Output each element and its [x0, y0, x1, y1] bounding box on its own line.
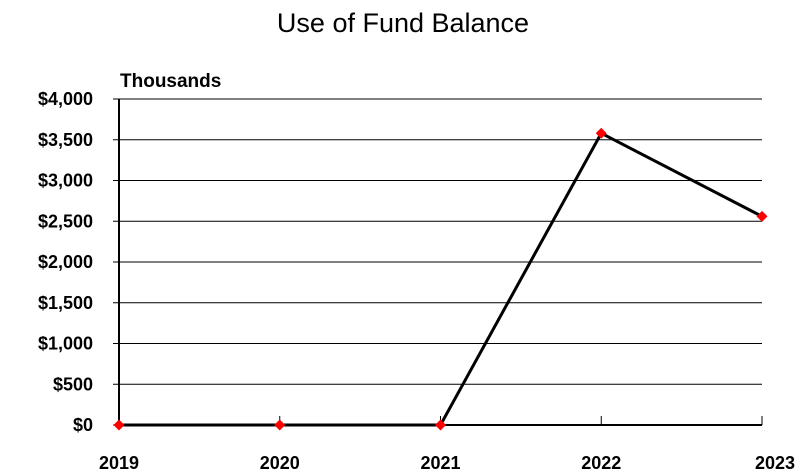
x-tick-label: 2022	[581, 453, 621, 473]
y-tick-label: $0	[73, 415, 93, 435]
data-point	[274, 419, 286, 431]
series-line	[119, 131, 763, 427]
units-label: Thousands	[120, 71, 221, 92]
y-tick-label: $500	[53, 374, 93, 394]
gridlines	[119, 98, 762, 385]
x-tick-label: 2019	[99, 453, 139, 473]
data-point	[113, 419, 125, 431]
y-axis-tick-labels: $0 $500 $1,000 $1,500 $2,000 $2,500 $3,000 $3,5…	[38, 89, 93, 435]
data-point	[595, 127, 607, 139]
y-tick-label: $1,500	[38, 293, 93, 313]
y-tick-label: $3,500	[38, 130, 93, 150]
chart-title: Use of Fund Balance	[277, 8, 529, 38]
x-tick-label: 2020	[260, 453, 300, 473]
x-axis-tick-labels: 2019 2020 2021 2022 2023	[99, 453, 795, 473]
x-tick-label: 2021	[420, 453, 460, 473]
y-tick-label: $1,000	[38, 334, 93, 354]
data-point	[756, 210, 768, 222]
y-tick-label: $4,000	[38, 89, 93, 109]
series-group	[113, 127, 768, 431]
y-tick-label: $2,000	[38, 252, 93, 272]
x-tick-label: 2023	[755, 453, 795, 473]
y-tick-label: $3,000	[38, 171, 93, 191]
data-point	[435, 419, 446, 431]
y-tick-label: $2,500	[38, 211, 93, 231]
